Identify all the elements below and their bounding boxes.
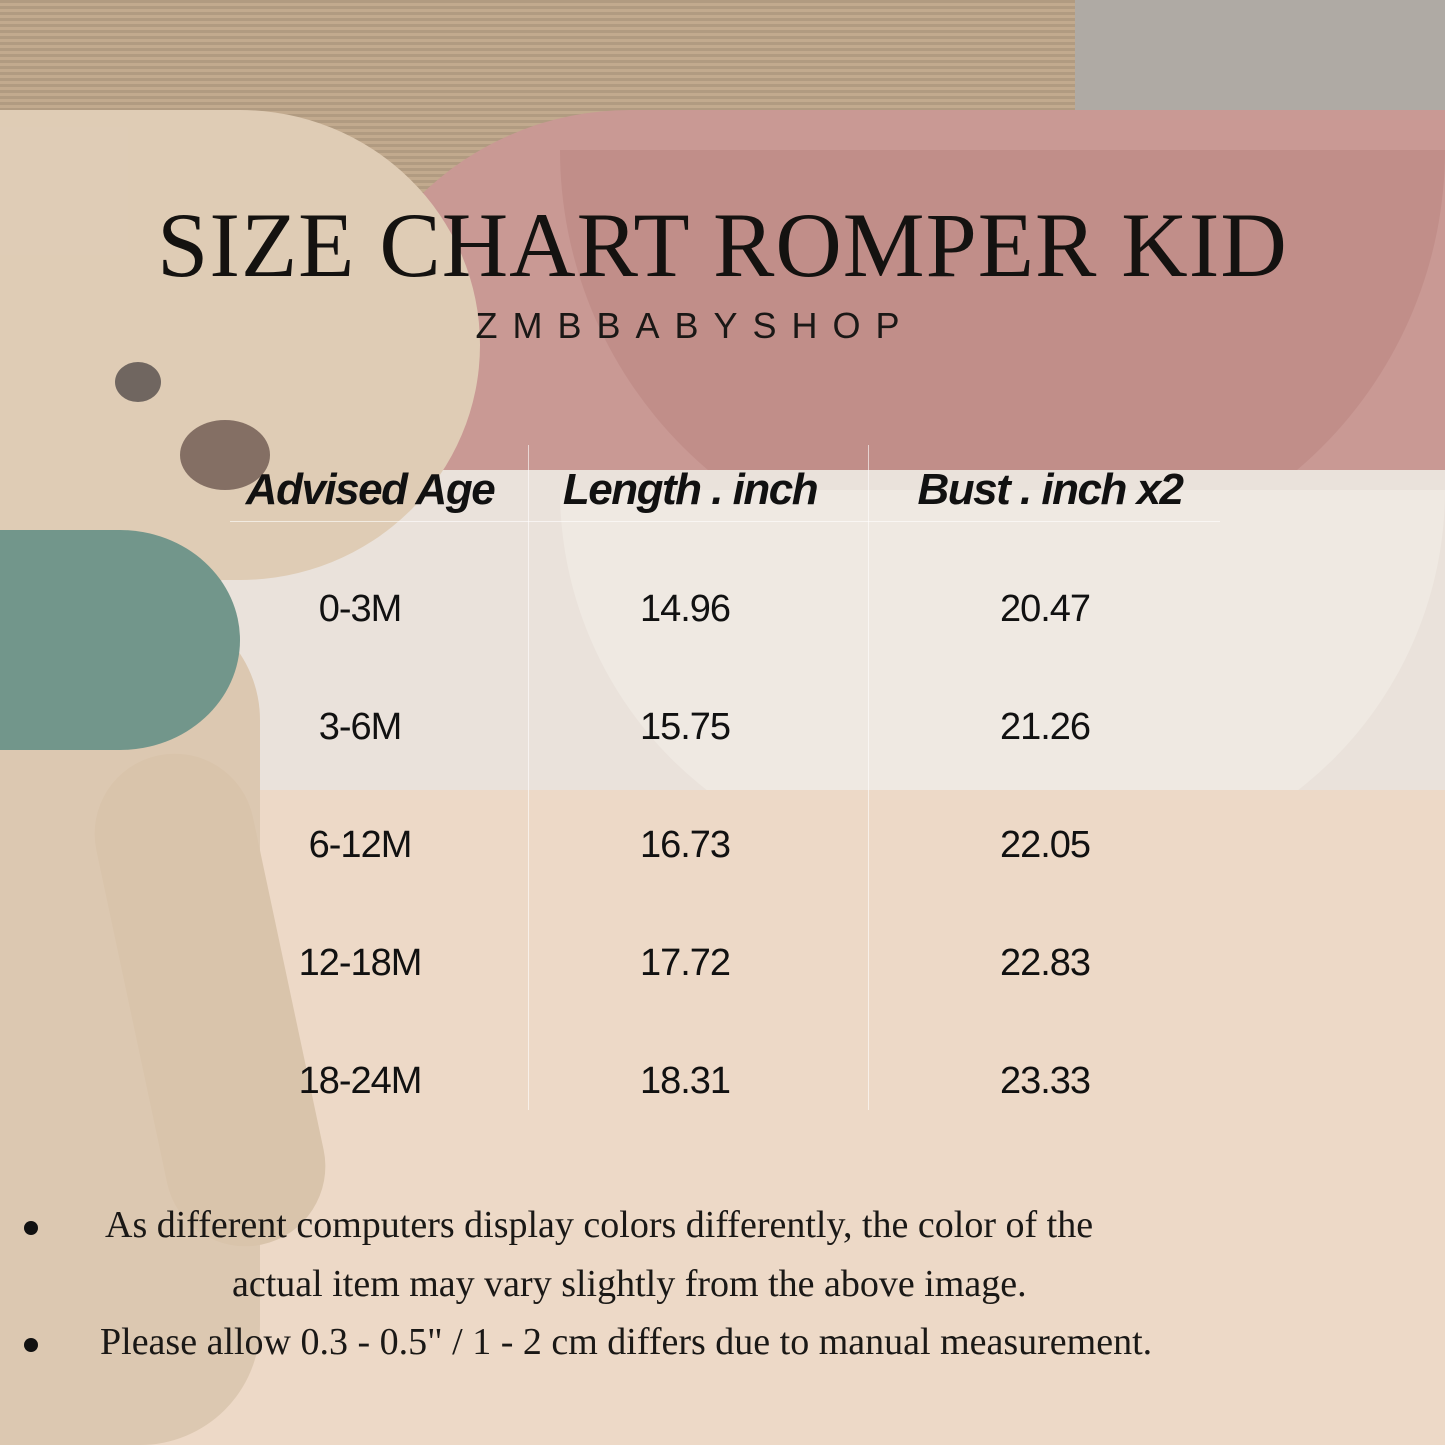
age-cell: 12-18M [298, 942, 423, 984]
bullet [24, 1338, 38, 1352]
header-advised-age: Advised Age [245, 465, 496, 514]
note-line: As different computers display colors di… [105, 1204, 1094, 1246]
teddy-bear-eye-image [115, 362, 161, 402]
page-title: SIZE CHART ROMPER KID [157, 194, 1288, 296]
age-cell: 0-3M [318, 588, 403, 630]
header-length: Length . inch [562, 465, 819, 514]
length-cell: 16.73 [639, 824, 731, 866]
note-line: actual item may vary slightly from the a… [232, 1263, 1027, 1305]
header-bust: Bust . inch x2 [917, 465, 1184, 514]
column-divider [868, 445, 869, 1110]
teddy-bear-scarf-image [0, 530, 240, 750]
bust-cell: 23.33 [999, 1060, 1091, 1102]
bullet [24, 1221, 38, 1235]
bust-cell: 21.26 [999, 706, 1091, 748]
age-cell: 6-12M [308, 824, 413, 866]
length-cell: 15.75 [639, 706, 731, 748]
teddy-bear-head-image [0, 110, 480, 580]
note-line: Please allow 0.3 - 0.5" / 1 - 2 cm diffe… [100, 1321, 1153, 1363]
length-cell: 14.96 [639, 588, 731, 630]
bust-cell: 20.47 [999, 588, 1091, 630]
header-divider [230, 521, 1220, 522]
age-cell: 18-24M [298, 1060, 423, 1102]
age-cell: 3-6M [318, 706, 403, 748]
bust-cell: 22.05 [999, 824, 1091, 866]
teddy-bear-nose-image [180, 420, 270, 490]
bust-cell: 22.83 [999, 942, 1091, 984]
length-cell: 17.72 [639, 942, 731, 984]
length-cell: 18.31 [639, 1060, 731, 1102]
shop-name: ZMBBABYSHOP [475, 305, 915, 346]
column-divider [528, 445, 529, 1110]
